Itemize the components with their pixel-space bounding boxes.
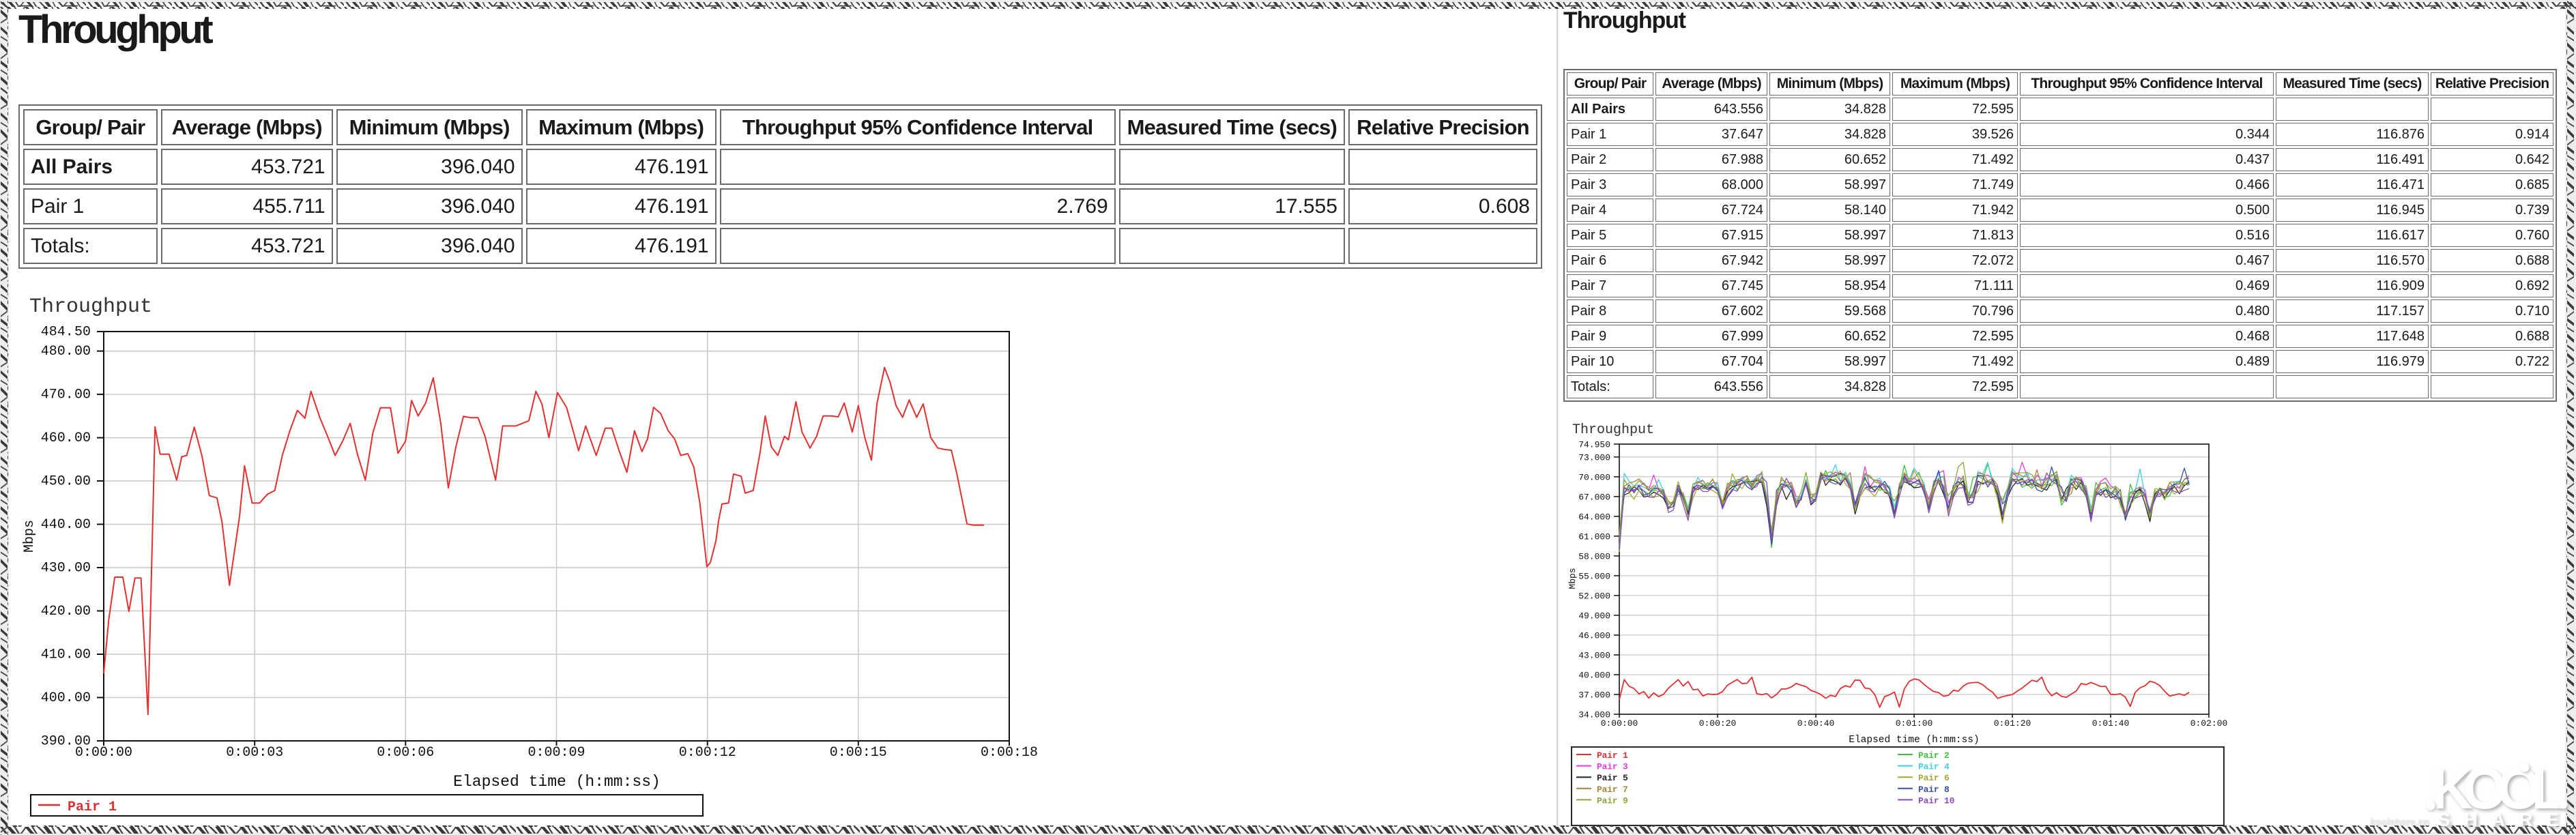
svg-text:0:00:40: 0:00:40 <box>1797 718 1835 729</box>
svg-text:Elapsed time (h:mm:ss): Elapsed time (h:mm:ss) <box>453 773 661 791</box>
svg-text:Elapsed time (h:mm:ss): Elapsed time (h:mm:ss) <box>1849 735 1979 746</box>
svg-text:400. 00: 400. 00 <box>41 690 91 706</box>
svg-text:Pair 1: Pair 1 <box>68 800 117 815</box>
svg-text:Pair 8: Pair 8 <box>1918 785 1950 795</box>
svg-text:0:00:00: 0:00:00 <box>1601 718 1638 729</box>
svg-text:480. 00: 480. 00 <box>41 344 91 360</box>
svg-text:0:01:20: 0:01:20 <box>1994 718 2031 729</box>
svg-text:Pair 1: Pair 1 <box>1597 750 1628 761</box>
svg-text:430. 00: 430. 00 <box>41 561 91 576</box>
svg-text:Pair 9: Pair 9 <box>1597 795 1628 806</box>
svg-text:74.950: 74.950 <box>1578 440 1610 450</box>
svg-text:0:00:00: 0:00:00 <box>75 745 132 761</box>
svg-text:49.000: 49.000 <box>1578 611 1610 621</box>
svg-text:43.000: 43.000 <box>1578 651 1610 661</box>
svg-text:58.000: 58.000 <box>1578 551 1610 561</box>
svg-text:37.000: 37.000 <box>1578 690 1610 701</box>
svg-text:484. 50: 484. 50 <box>41 325 91 340</box>
svg-text:Pair 4: Pair 4 <box>1918 762 1950 772</box>
svg-text:Mbps: Mbps <box>22 520 38 553</box>
svg-text:0:00:15: 0:00:15 <box>830 745 887 761</box>
svg-text:64.000: 64.000 <box>1578 512 1610 522</box>
svg-text:Pair 2: Pair 2 <box>1918 750 1950 761</box>
svg-text:67.000: 67.000 <box>1578 492 1610 502</box>
svg-text:0:00:06: 0:00:06 <box>377 745 434 761</box>
svg-text:410. 00: 410. 00 <box>41 647 91 663</box>
svg-text:Mbps: Mbps <box>1567 568 1578 589</box>
svg-text:0:00:20: 0:00:20 <box>1699 718 1737 729</box>
svg-text:420. 00: 420. 00 <box>41 604 91 619</box>
svg-text:73.000: 73.000 <box>1578 452 1610 463</box>
svg-text:70.000: 70.000 <box>1578 472 1610 482</box>
svg-text:0:00:18: 0:00:18 <box>981 745 1038 761</box>
svg-text:46.000: 46.000 <box>1578 631 1610 641</box>
svg-text:Throughput: Throughput <box>1572 422 1654 438</box>
svg-text:Pair 10: Pair 10 <box>1918 795 1955 806</box>
svg-text:390. 00: 390. 00 <box>41 734 91 750</box>
svg-text:55.000: 55.000 <box>1578 571 1610 581</box>
svg-text:Throughput: Throughput <box>29 295 152 319</box>
svg-text:Pair 3: Pair 3 <box>1597 762 1628 772</box>
svg-text:440. 00: 440. 00 <box>41 517 91 533</box>
svg-text:0:02:00: 0:02:00 <box>2190 718 2228 729</box>
svg-text:Pair 7: Pair 7 <box>1597 785 1628 795</box>
svg-text:0:01:00: 0:01:00 <box>1896 718 1933 729</box>
svg-text:470. 00: 470. 00 <box>41 387 91 403</box>
svg-text:0:01:40: 0:01:40 <box>2092 718 2130 729</box>
svg-text:52.000: 52.000 <box>1578 591 1610 601</box>
svg-text:0:00:12: 0:00:12 <box>679 745 736 761</box>
svg-text:40.000: 40.000 <box>1578 671 1610 681</box>
svg-text:0:00:09: 0:00:09 <box>527 745 585 761</box>
svg-text:Pair 6: Pair 6 <box>1918 773 1950 783</box>
svg-text:460. 00: 460. 00 <box>41 430 91 446</box>
svg-text:450. 00: 450. 00 <box>41 474 91 490</box>
svg-text:Pair 5: Pair 5 <box>1597 773 1628 783</box>
svg-text:0:00:03: 0:00:03 <box>226 745 283 761</box>
svg-text:61.000: 61.000 <box>1578 531 1610 542</box>
svg-text:34.000: 34.000 <box>1578 710 1610 720</box>
